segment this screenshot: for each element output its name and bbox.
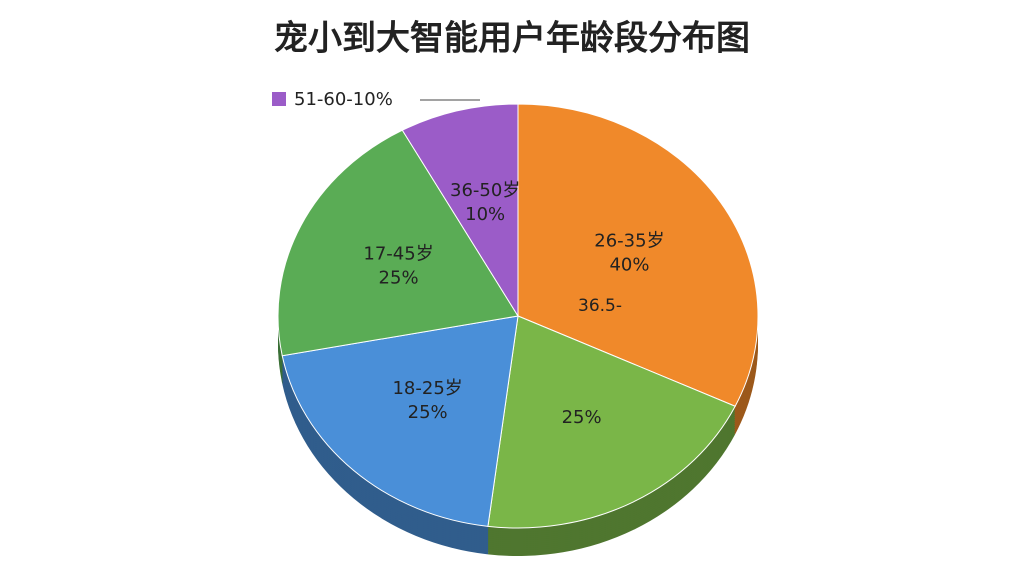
legend-label: 51-60-10%	[294, 89, 393, 110]
slice	[277, 129, 519, 357]
value-label: 25%	[562, 407, 602, 428]
slice-label: 36-50岁	[450, 180, 520, 201]
pie: 26-35岁 40% 25% 18-25岁 25% 17-45岁 25% 36-50岁 10%	[277, 103, 759, 556]
annotation: 36.5-	[578, 296, 622, 316]
slice	[487, 315, 736, 529]
slice	[281, 315, 519, 527]
slice-label: 17-45岁	[363, 243, 433, 264]
chart-title: 宠小到大智能用户年龄段分布图	[274, 19, 750, 59]
value-label: 25%	[379, 267, 419, 288]
value-label: 25%	[408, 402, 448, 423]
slice	[401, 103, 519, 318]
value-label: 10%	[465, 204, 505, 225]
value-label: 40%	[609, 255, 649, 276]
slice	[517, 103, 759, 407]
legend-swatch	[272, 92, 286, 106]
slice-label: 26-35岁	[594, 231, 664, 252]
slice-label: 18-25岁	[392, 378, 462, 399]
legend: 51-60-10%	[272, 89, 480, 110]
